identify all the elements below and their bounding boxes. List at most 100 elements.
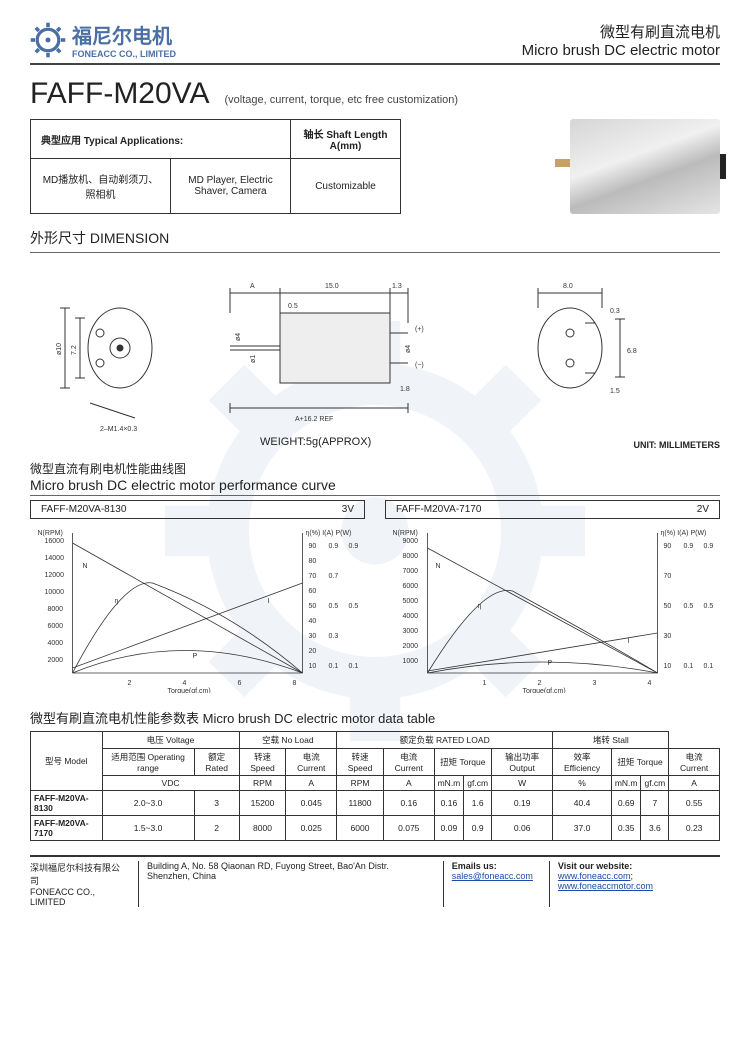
motor-photo [570,119,720,214]
svg-text:0.1: 0.1 [704,663,714,670]
svg-text:0.3: 0.3 [329,633,339,640]
apps-header: 典型应用 Typical Applications: [31,120,291,159]
svg-text:2000: 2000 [48,657,64,664]
svg-text:η(%) I(A) P(W): η(%) I(A) P(W) [661,530,707,537]
svg-text:A: A [250,283,255,290]
curve-right: FAFF-M20VA-7170 2V N(RPM) 90008000700 [385,500,720,696]
col-voltage: 电压 Voltage [102,732,239,749]
svg-text:8.0: 8.0 [563,283,573,290]
product-type-cn: 微型有刷直流电机 [522,21,720,42]
svg-text:10: 10 [309,663,317,670]
svg-text:N: N [436,563,441,570]
svg-text:P: P [193,653,198,660]
svg-text:90: 90 [664,543,672,550]
dimension-drawing: (+) (−) A 15.0 1.3 [30,252,720,452]
svg-text:7000: 7000 [403,568,419,575]
svg-text:N(RPM): N(RPM) [393,530,418,537]
svg-text:η: η [478,603,482,610]
svg-text:50: 50 [664,603,672,610]
svg-text:6000: 6000 [403,583,419,590]
svg-text:1.8: 1.8 [400,386,410,393]
svg-text:5000: 5000 [403,598,419,605]
svg-text:4: 4 [648,680,652,687]
svg-text:4000: 4000 [403,613,419,620]
svg-text:I: I [628,638,630,645]
svg-text:N(RPM): N(RPM) [38,530,63,537]
footer-email-label: Emails us: [452,861,533,871]
footer-email-link[interactable]: sales@foneacc.com [452,871,533,881]
app-cn: MD播放机、自动剃须刀、照相机 [31,159,171,214]
svg-text:ø4: ø4 [235,333,242,341]
svg-text:14000: 14000 [45,555,65,562]
shaft-value: Customizable [291,159,401,214]
svg-text:0.5: 0.5 [329,603,339,610]
svg-text:0.9: 0.9 [329,543,339,550]
svg-text:2: 2 [538,680,542,687]
svg-text:8: 8 [293,680,297,687]
weight-note: WEIGHT:5g(APPROX) [30,436,720,448]
svg-text:7.2: 7.2 [71,345,78,355]
company-name-en: FONEACC CO., LIMITED [72,49,176,59]
curve-right-chart: N(RPM) 9000 8000 7000 6000 5000 4000 3000 200… [385,523,720,693]
svg-text:1.5: 1.5 [610,388,620,395]
page-header: 福尼尔电机 FONEACC CO., LIMITED 微型有刷直流电机 Micr… [30,20,720,65]
table-row: FAFF-M20VA-8130 2.0~3.03 152000.045 1180… [31,791,720,816]
footer-web-label: Visit our website: [558,861,712,871]
app-en: MD Player, Electric Shaver, Camera [171,159,291,214]
applications-table: 典型应用 Typical Applications: 轴长 Shaft Leng… [30,119,401,214]
svg-text:0.9: 0.9 [349,543,359,550]
svg-text:0.3: 0.3 [610,308,620,315]
svg-text:0.5: 0.5 [684,603,694,610]
svg-text:50: 50 [309,603,317,610]
curve-right-model: FAFF-M20VA-7170 [396,504,481,515]
gear-logo-icon [30,22,66,58]
svg-text:0.5: 0.5 [288,303,298,310]
svg-text:2: 2 [128,680,132,687]
svg-text:12000: 12000 [45,572,65,579]
svg-text:0.1: 0.1 [349,663,359,670]
svg-text:2000: 2000 [403,643,419,650]
svg-text:4: 4 [183,680,187,687]
svg-text:6.8: 6.8 [627,348,637,355]
footer-web1-link[interactable]: www.foneacc.com [558,871,631,881]
svg-text:4000: 4000 [48,640,64,647]
svg-text:8000: 8000 [403,553,419,560]
svg-text:3: 3 [593,680,597,687]
svg-text:A+16.2 REF: A+16.2 REF [295,416,333,423]
footer-web2-link[interactable]: www.foneaccmotor.com [558,881,653,891]
data-table: 型号 Model 电压 Voltage 空载 No Load 额定负载 RATE… [30,731,720,841]
svg-text:η: η [115,598,119,605]
svg-text:10: 10 [664,663,672,670]
page-footer: 深圳福尼尔科技有限公司 FONEACC CO., LIMITED Buildin… [30,855,720,907]
svg-text:80: 80 [309,558,317,565]
svg-text:9000: 9000 [403,538,419,545]
svg-text:ø4: ø4 [405,345,412,353]
model-code: FAFF-M20VA [30,77,209,111]
svg-text:N: N [83,563,88,570]
curve-right-voltage: 2V [697,504,709,515]
svg-text:90: 90 [309,543,317,550]
dimension-title: 外形尺寸 DIMENSION [30,228,720,248]
model-subtitle: (voltage, current, torque, etc free cust… [224,94,458,106]
svg-text:0.9: 0.9 [684,543,694,550]
shaft-header: 轴长 Shaft Length A(mm) [291,120,401,159]
svg-text:15.0: 15.0 [325,283,339,290]
svg-text:(+): (+) [415,326,424,333]
footer-address: Building A, No. 58 Qiaonan RD, Fuyong St… [138,861,435,907]
svg-text:70: 70 [664,573,672,580]
svg-text:30: 30 [309,633,317,640]
footer-company-cn: 深圳福尼尔科技有限公司 [30,861,122,887]
data-table-title: 微型有刷直流电机性能参数表 Micro brush DC electric mo… [30,708,720,727]
curve-left-voltage: 3V [342,504,354,515]
svg-text:(−): (−) [415,362,424,369]
col-rated: 额定负载 RATED LOAD [337,732,553,749]
svg-text:0.1: 0.1 [684,663,694,670]
curve-left: FAFF-M20VA-8130 3V [30,500,365,696]
company-name-cn: 福尼尔电机 [72,20,176,49]
svg-text:16000: 16000 [45,538,65,545]
svg-text:0.5: 0.5 [704,603,714,610]
svg-text:Torque(gf.cm): Torque(gf.cm) [523,688,566,693]
svg-text:3000: 3000 [403,628,419,635]
svg-text:Torque(gf.cm): Torque(gf.cm) [168,688,211,693]
svg-text:P: P [548,660,553,667]
